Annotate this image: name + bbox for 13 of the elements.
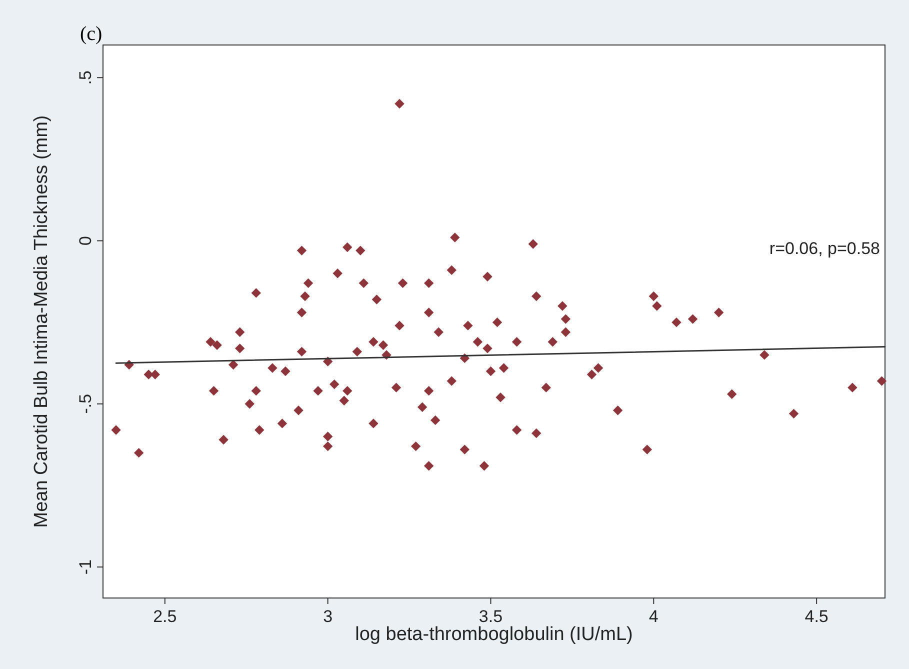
y-tick-label: .5 xyxy=(76,70,95,85)
chart-title: (c) xyxy=(80,23,102,45)
y-tick-label: 0 xyxy=(76,236,95,246)
y-axis-title: Mean Carotid Bulb Intima-Media Thickness (mm) xyxy=(31,115,52,528)
x-axis-title: log beta-thromboglobulin (IU/mL) xyxy=(355,624,633,645)
x-tick-label: 2.5 xyxy=(153,607,177,626)
x-tick-label: 3 xyxy=(323,607,333,626)
x-tick-label: 4.5 xyxy=(804,607,828,626)
annotation: r=0.06, p=0.58 xyxy=(769,239,880,258)
y-tick-label: -1 xyxy=(76,559,95,575)
y-tick-label: -.5 xyxy=(76,394,95,414)
x-tick-label: 4 xyxy=(648,607,658,626)
x-tick-label: 3.5 xyxy=(478,607,503,626)
